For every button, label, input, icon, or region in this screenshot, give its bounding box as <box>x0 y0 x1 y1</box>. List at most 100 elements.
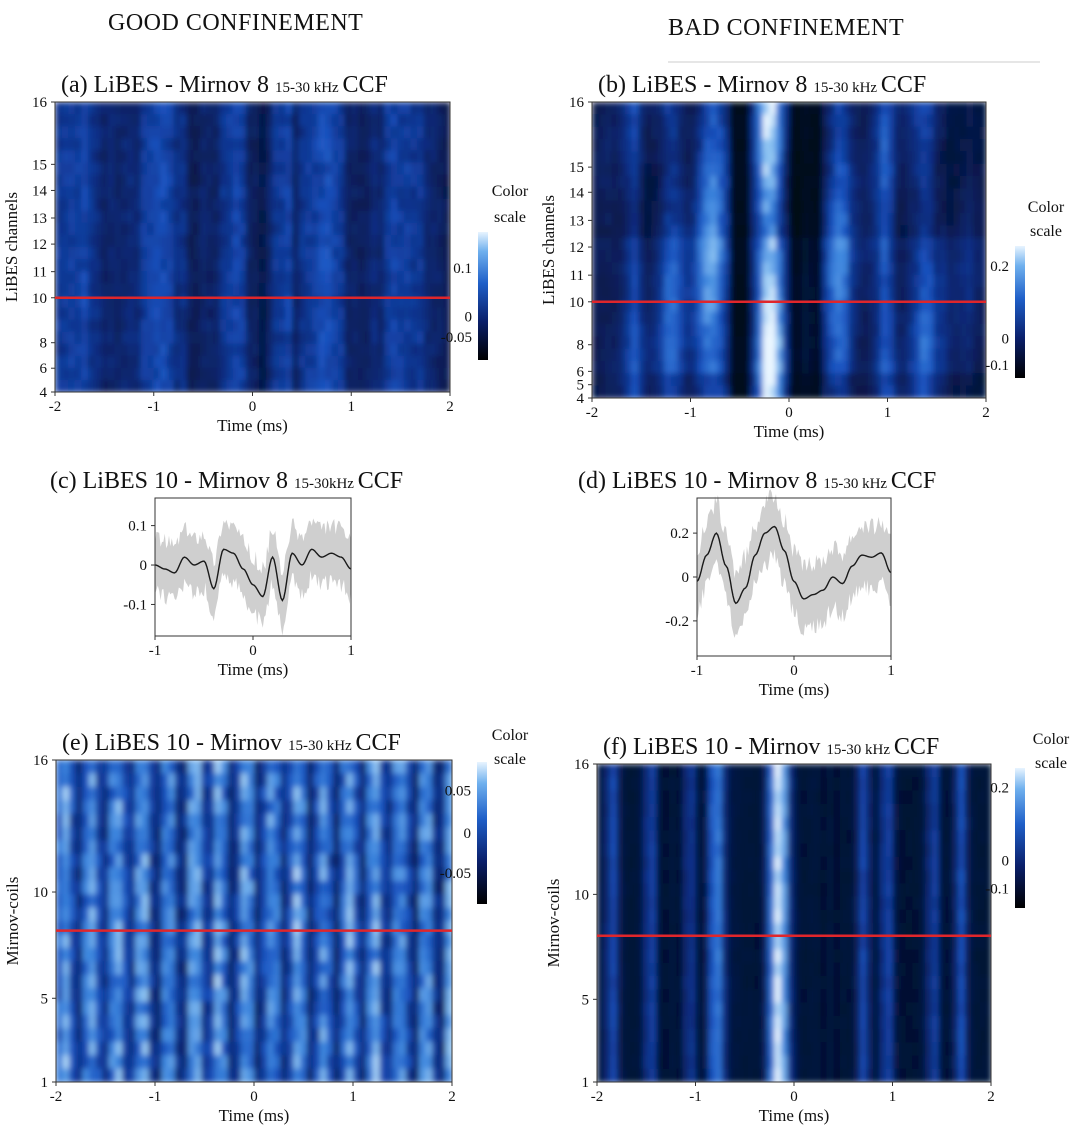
heatmap-cell <box>734 843 743 858</box>
heatmap-cell <box>141 853 150 869</box>
heatmap-cell <box>920 176 928 190</box>
heatmap-cell <box>287 813 295 828</box>
heatmap-cell <box>56 800 64 815</box>
heatmap-cell <box>180 343 188 357</box>
heatmap-cell <box>219 186 227 200</box>
heatmap-cell <box>629 803 638 818</box>
heatmap-cell <box>292 102 300 115</box>
heatmap-cell <box>598 311 606 325</box>
heatmap-cell <box>926 250 935 264</box>
heatmap-cell <box>107 367 116 381</box>
heatmap-cell <box>372 988 381 1003</box>
heatmap-cell <box>333 974 341 989</box>
heatmap-cell <box>592 336 600 350</box>
heatmap-cell <box>140 222 148 236</box>
heatmap-cell <box>306 853 315 869</box>
heatmap-cell <box>166 355 175 369</box>
heatmap-cell <box>874 287 882 301</box>
heatmap-cell <box>115 760 123 775</box>
heatmap-cell <box>887 225 895 239</box>
heatmap-cell <box>656 949 664 964</box>
heatmap-cell <box>423 138 432 152</box>
heatmap-cell <box>194 961 202 976</box>
heatmap-cell <box>305 198 313 212</box>
heatmap-cell <box>285 234 293 248</box>
heatmap-cell <box>656 936 664 951</box>
heatmap-cell <box>808 114 817 128</box>
heatmap-cell <box>959 311 968 325</box>
heatmap-cell <box>397 162 405 176</box>
heatmap-cell <box>736 287 744 301</box>
heatmap-cell <box>638 102 646 116</box>
heatmap-cell <box>629 896 638 911</box>
heatmap-cell <box>638 250 646 264</box>
heatmap-cell <box>245 234 254 248</box>
heatmap-cell <box>326 988 334 1003</box>
heatmap-cell <box>273 786 282 801</box>
heatmap-cell <box>828 299 836 313</box>
heatmap-cell <box>775 200 784 214</box>
heatmap-cell <box>682 817 690 832</box>
colorbar-tick-label: 0.05 <box>445 783 471 799</box>
heatmap-cell <box>808 188 817 202</box>
heatmap-cell <box>629 883 638 898</box>
heatmap-cell <box>775 348 784 362</box>
heatmap-cell <box>445 934 452 949</box>
heatmap-cell <box>769 237 777 251</box>
heatmap-cell <box>81 126 89 140</box>
heatmap-cell <box>254 827 262 842</box>
heatmap-cell <box>311 367 320 381</box>
heatmap-cell <box>364 210 372 224</box>
heatmap-cell <box>443 174 450 188</box>
heatmap-cell <box>651 385 659 398</box>
heatmap-cell <box>254 853 262 869</box>
heatmap-cell <box>795 225 803 239</box>
heatmap-cell <box>278 295 287 309</box>
heatmap-cell <box>153 198 162 212</box>
heatmap-cell <box>206 210 214 224</box>
heatmap-cell <box>835 373 843 387</box>
heatmap-cell <box>405 974 414 989</box>
heatmap-cell <box>213 307 221 321</box>
heatmap-cell <box>234 1055 242 1070</box>
heatmap-cell <box>430 319 438 333</box>
heatmap-cell <box>432 867 440 882</box>
heatmap-cell <box>438 853 447 869</box>
heatmap-cell <box>188 1001 196 1016</box>
heatmap-cell <box>194 813 202 828</box>
heatmap-cell <box>318 198 326 212</box>
heatmap-cell <box>56 947 64 962</box>
heatmap-cell <box>392 1068 400 1082</box>
heatmap-cell <box>108 813 117 828</box>
heatmap-cell <box>259 114 267 127</box>
heatmap-cell <box>953 163 961 177</box>
heatmap-cell <box>403 198 412 212</box>
heatmap-cell <box>239 126 247 140</box>
heatmap-cell <box>89 1055 97 1070</box>
heatmap-cell <box>436 138 445 152</box>
heatmap-cell <box>280 961 288 976</box>
heatmap-cell <box>61 222 69 236</box>
heatmap-cell <box>392 1055 400 1070</box>
heatmap-cell <box>854 188 863 202</box>
heatmap-cell <box>68 295 76 309</box>
heatmap-cell <box>611 250 620 264</box>
heatmap-cell <box>953 385 961 398</box>
heatmap-cell <box>61 210 69 224</box>
heatmap-cell <box>815 114 823 128</box>
heatmap-cell <box>68 331 76 345</box>
heatmap-cell <box>55 126 63 140</box>
heatmap-cell <box>333 840 341 855</box>
heatmap-cell <box>592 250 600 264</box>
heatmap-cell <box>120 138 129 152</box>
heatmap-cell <box>611 176 620 190</box>
heatmap-cell <box>89 800 97 815</box>
heatmap-cell <box>675 1042 684 1057</box>
heatmap-cell <box>94 319 102 333</box>
heatmap-cell <box>292 307 300 321</box>
heatmap-cell <box>664 274 672 288</box>
heatmap-cell <box>357 355 366 369</box>
heatmap-cell <box>351 367 359 381</box>
heatmap-cell <box>102 934 110 949</box>
heatmap-cell <box>728 962 736 977</box>
